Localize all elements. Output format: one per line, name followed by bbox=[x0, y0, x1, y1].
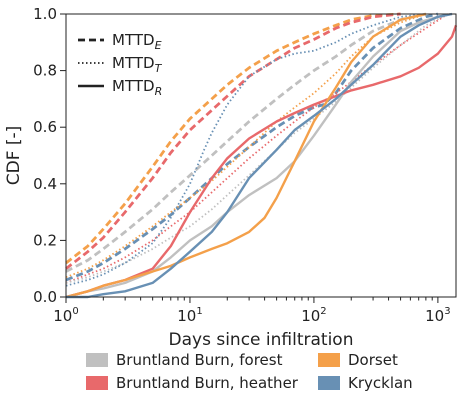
x-tick-label: 100 bbox=[53, 306, 78, 325]
x-axis: 100 101 102 103 bbox=[53, 297, 451, 325]
color-legend-swatch bbox=[318, 353, 340, 367]
x-axis-label: Days since infiltration bbox=[169, 330, 354, 350]
series-layer bbox=[65, 12, 458, 299]
y-tick-label: 0.4 bbox=[33, 175, 57, 193]
color-legend-swatch bbox=[86, 353, 108, 367]
color-legend-label: Krycklan bbox=[348, 374, 413, 392]
y-tick-label: 0.8 bbox=[33, 62, 57, 80]
series-bruntland-burn-forest-solid bbox=[65, 12, 453, 299]
color-legend-swatch bbox=[86, 376, 108, 390]
color-legend-swatch bbox=[318, 376, 340, 390]
color-legend-label: Bruntland Burn, heather bbox=[116, 374, 299, 392]
y-axis-label: CDF [-] bbox=[4, 126, 24, 186]
y-tick-label: 0.0 bbox=[33, 288, 57, 306]
y-tick-label: 0.6 bbox=[33, 118, 57, 136]
plot-frame bbox=[65, 13, 457, 298]
site-color-legend: Bruntland Burn, forest Bruntland Burn, he… bbox=[86, 351, 413, 392]
style-legend-label: MTTDR bbox=[112, 77, 162, 98]
series-krycklan-dashed bbox=[65, 12, 439, 282]
series-krycklan-solid bbox=[66, 12, 453, 299]
series-bruntland-burn-heather-dashed bbox=[65, 12, 401, 270]
x-tick-label: 102 bbox=[301, 306, 326, 325]
x-tick-label: 103 bbox=[425, 306, 450, 325]
series-dorset-solid bbox=[65, 12, 427, 299]
style-legend-label: MTTDE bbox=[112, 31, 162, 52]
y-tick-label: 1.0 bbox=[33, 5, 57, 23]
series-bruntland-burn-heather-dotted bbox=[65, 13, 449, 284]
color-legend-label: Dorset bbox=[348, 351, 398, 369]
y-tick-label: 0.2 bbox=[33, 231, 57, 249]
x-tick-label: 101 bbox=[177, 306, 202, 325]
color-legend-label: Bruntland Burn, forest bbox=[116, 351, 283, 369]
series-dorset-dashed bbox=[65, 12, 401, 265]
style-legend-label: MTTDT bbox=[112, 54, 163, 75]
series-bruntland-burn-forest-dashed bbox=[65, 12, 427, 273]
y-axis: 0.0 0.2 0.4 0.6 0.8 1.0 bbox=[33, 5, 66, 306]
